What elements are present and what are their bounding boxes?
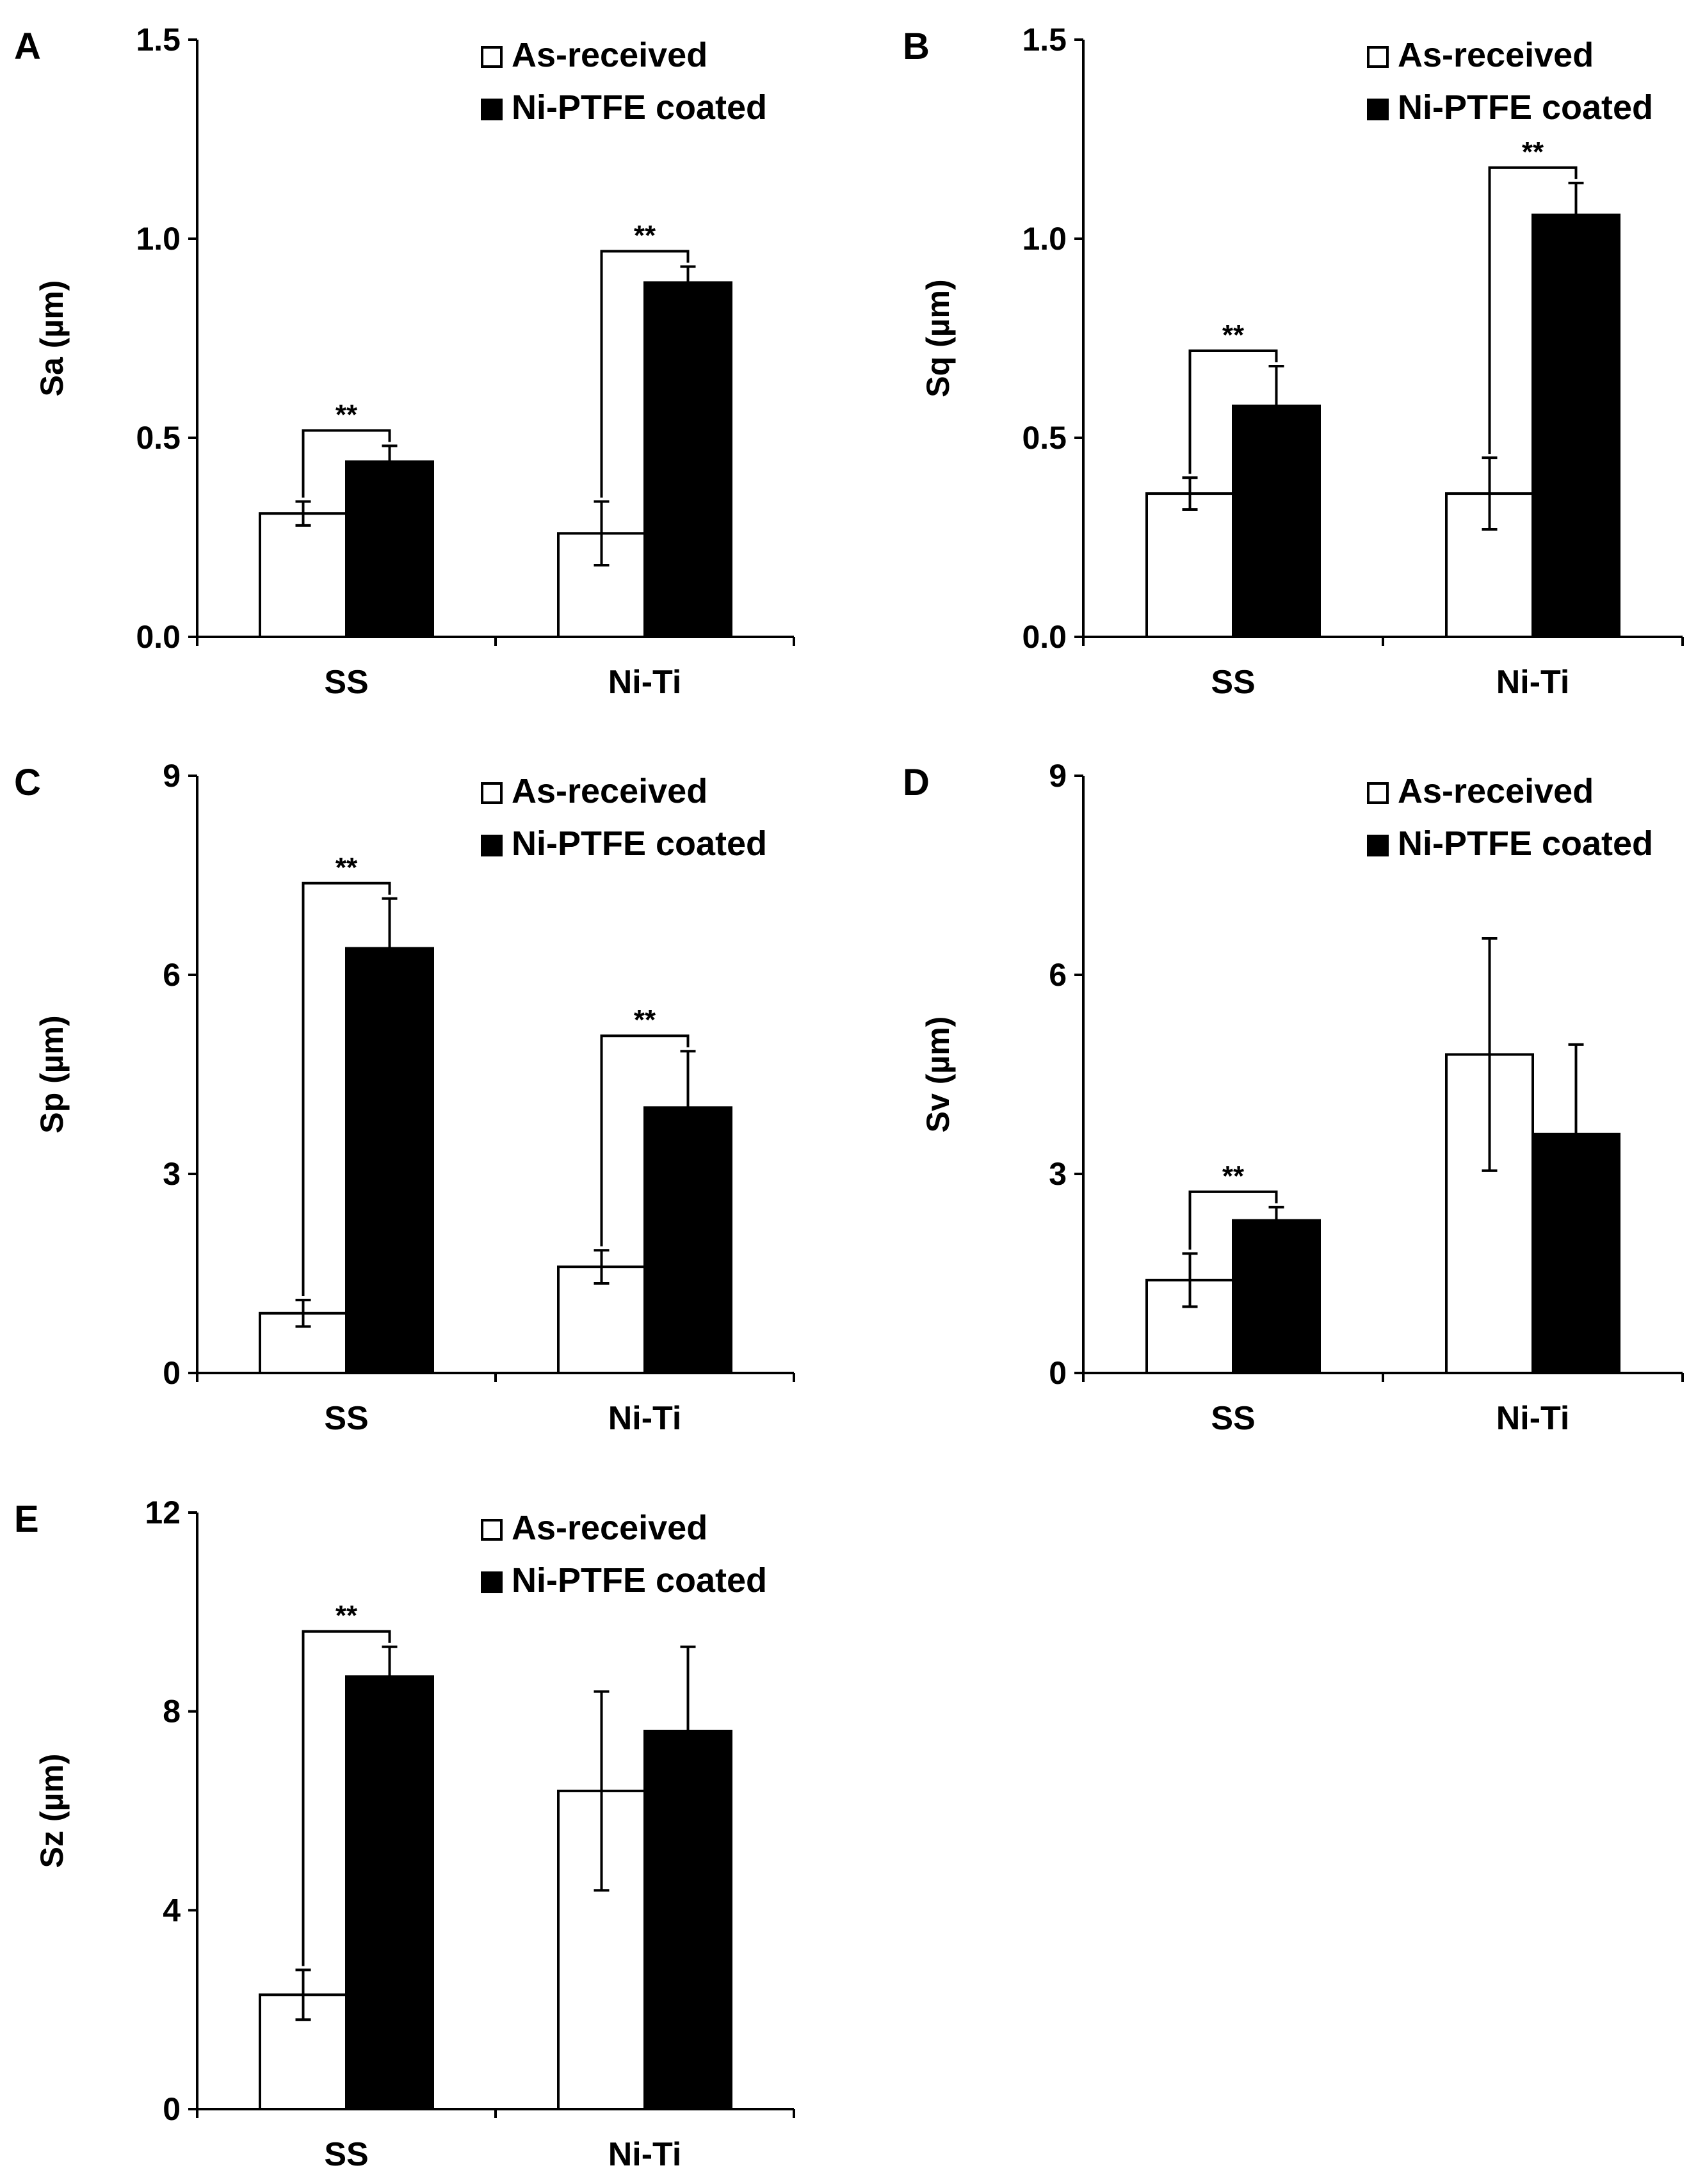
y-tick-label: 3 (1049, 1156, 1067, 1192)
significance-bracket (302, 429, 391, 498)
legend-swatch-ni-ptfe-coated (481, 835, 503, 856)
x-category-label: SS (1211, 664, 1255, 701)
legend-label: Ni-PTFE coated (512, 1561, 767, 1600)
bar-ss-ni-ptfe-coated (345, 460, 434, 638)
y-tick-label: 8 (163, 1694, 181, 1730)
legend-swatch-as-received (1367, 46, 1389, 68)
significance-label: ** (1522, 136, 1544, 168)
x-category-label: Ni-Ti (1496, 1400, 1570, 1437)
y-tick-label: 9 (1049, 758, 1067, 794)
y-tick-label: 1.5 (1022, 22, 1067, 58)
bar-ni-ti-ni-ptfe-coated (643, 281, 732, 639)
y-tick-label: 0.5 (1022, 420, 1067, 456)
significance-label: ** (1222, 1160, 1245, 1192)
y-tick-label: 4 (163, 1892, 181, 1928)
significance-bracket (302, 1630, 391, 1966)
y-tick-label: 6 (163, 957, 181, 993)
legend-swatch-as-received (481, 1519, 503, 1541)
significance-bracket (600, 250, 690, 498)
legend-swatch-as-received (481, 46, 503, 68)
panel-d: D 0 3 6 9 Sv (µm) SS Ni-Ti ** As-received Ni-PTFE … (903, 758, 1684, 1437)
significance-bracket (302, 881, 391, 1296)
bar-ss-ni-ptfe-coated (345, 1675, 434, 2111)
panel-letter: C (14, 762, 41, 803)
legend-label: As-received (1398, 772, 1594, 810)
legend-label: As-received (512, 772, 707, 810)
legend-label: Ni-PTFE coated (1398, 88, 1653, 127)
significance-label: ** (335, 399, 358, 430)
legend-swatch-ni-ptfe-coated (1367, 99, 1389, 120)
bar-ni-ti-ni-ptfe-coated (1531, 213, 1620, 638)
legend-label: Ni-PTFE coated (512, 88, 767, 127)
x-category-label: Ni-Ti (608, 2136, 682, 2173)
y-tick-label: 6 (1049, 957, 1067, 993)
legend-swatch-ni-ptfe-coated (481, 99, 503, 120)
legend-swatch-as-received (1367, 782, 1389, 804)
x-category-label: SS (1211, 1400, 1255, 1437)
significance-label: ** (1222, 319, 1245, 351)
y-axis-title: Sv (µm) (920, 1016, 956, 1133)
bar-ss-ni-ptfe-coated (345, 947, 434, 1374)
panel-a: A 0.0 0.5 1.0 1.5 Sa (µm) SS Ni-Ti ** ** As-receiv… (14, 22, 795, 701)
significance-bracket (1188, 1190, 1278, 1250)
y-tick-label: 0.0 (136, 619, 181, 655)
x-category-label: Ni-Ti (1496, 664, 1570, 701)
significance-bracket (1488, 166, 1578, 454)
legend-swatch-as-received (481, 782, 503, 804)
y-tick-label: 1.0 (1022, 221, 1067, 257)
x-category-label: Ni-Ti (608, 664, 682, 701)
bar-ss-as-received (259, 512, 348, 638)
panel-b: B 0.0 0.5 1.0 1.5 Sq (µm) SS Ni-Ti ** ** As-receiv… (903, 22, 1684, 701)
x-category-label: SS (324, 2136, 368, 2173)
panel-letter: D (903, 762, 930, 803)
x-category-label: Ni-Ti (608, 1400, 682, 1437)
significance-label: ** (335, 852, 358, 883)
y-tick-label: 0 (163, 2091, 181, 2127)
legend-swatch-ni-ptfe-coated (481, 1571, 503, 1593)
y-tick-label: 0 (1049, 1355, 1067, 1391)
y-tick-label: 1.5 (136, 22, 181, 58)
y-tick-label: 0.0 (1022, 619, 1067, 655)
panel-letter: A (14, 26, 41, 67)
y-axis-title: Sp (µm) (34, 1015, 70, 1133)
bar-ss-ni-ptfe-coated (1232, 1219, 1321, 1374)
y-tick-label: 12 (145, 1495, 181, 1530)
legend-label: As-received (1398, 36, 1594, 74)
legend-label: Ni-PTFE coated (1398, 824, 1653, 863)
y-tick-label: 0.5 (136, 420, 181, 456)
x-category-label: SS (324, 664, 368, 701)
y-tick-label: 0 (163, 1355, 181, 1391)
bar-ss-as-received (1145, 492, 1234, 639)
significance-bracket (1188, 349, 1278, 474)
panel-c: C 0 3 6 9 Sp (µm) SS Ni-Ti ** ** As-received Ni-PTF… (14, 758, 795, 1437)
y-tick-label: 3 (163, 1156, 181, 1192)
panel-e: E 0 4 8 12 Sz (µm) SS Ni-Ti ** As-received Ni-PTFE… (14, 1495, 795, 2173)
y-axis-title: Sq (µm) (920, 279, 956, 397)
y-axis-title: Sz (µm) (34, 1754, 70, 1868)
legend-label: As-received (512, 36, 707, 74)
significance-label: ** (634, 220, 656, 252)
significance-label: ** (634, 1004, 656, 1036)
panel-letter: B (903, 26, 930, 67)
y-tick-label: 9 (163, 758, 181, 794)
legend-label: Ni-PTFE coated (512, 824, 767, 863)
legend-swatch-ni-ptfe-coated (1367, 835, 1389, 856)
y-axis-title: Sa (µm) (34, 280, 70, 397)
significance-label: ** (335, 1600, 358, 1632)
x-category-label: SS (324, 1400, 368, 1437)
legend-label: As-received (512, 1509, 707, 1547)
significance-bracket (600, 1034, 690, 1247)
panel-letter: E (14, 1498, 39, 1540)
panels-group: A 0.0 0.5 1.0 1.5 Sa (µm) SS Ni-Ti ** ** As-receiv… (14, 22, 1684, 2173)
y-tick-label: 1.0 (136, 221, 181, 257)
